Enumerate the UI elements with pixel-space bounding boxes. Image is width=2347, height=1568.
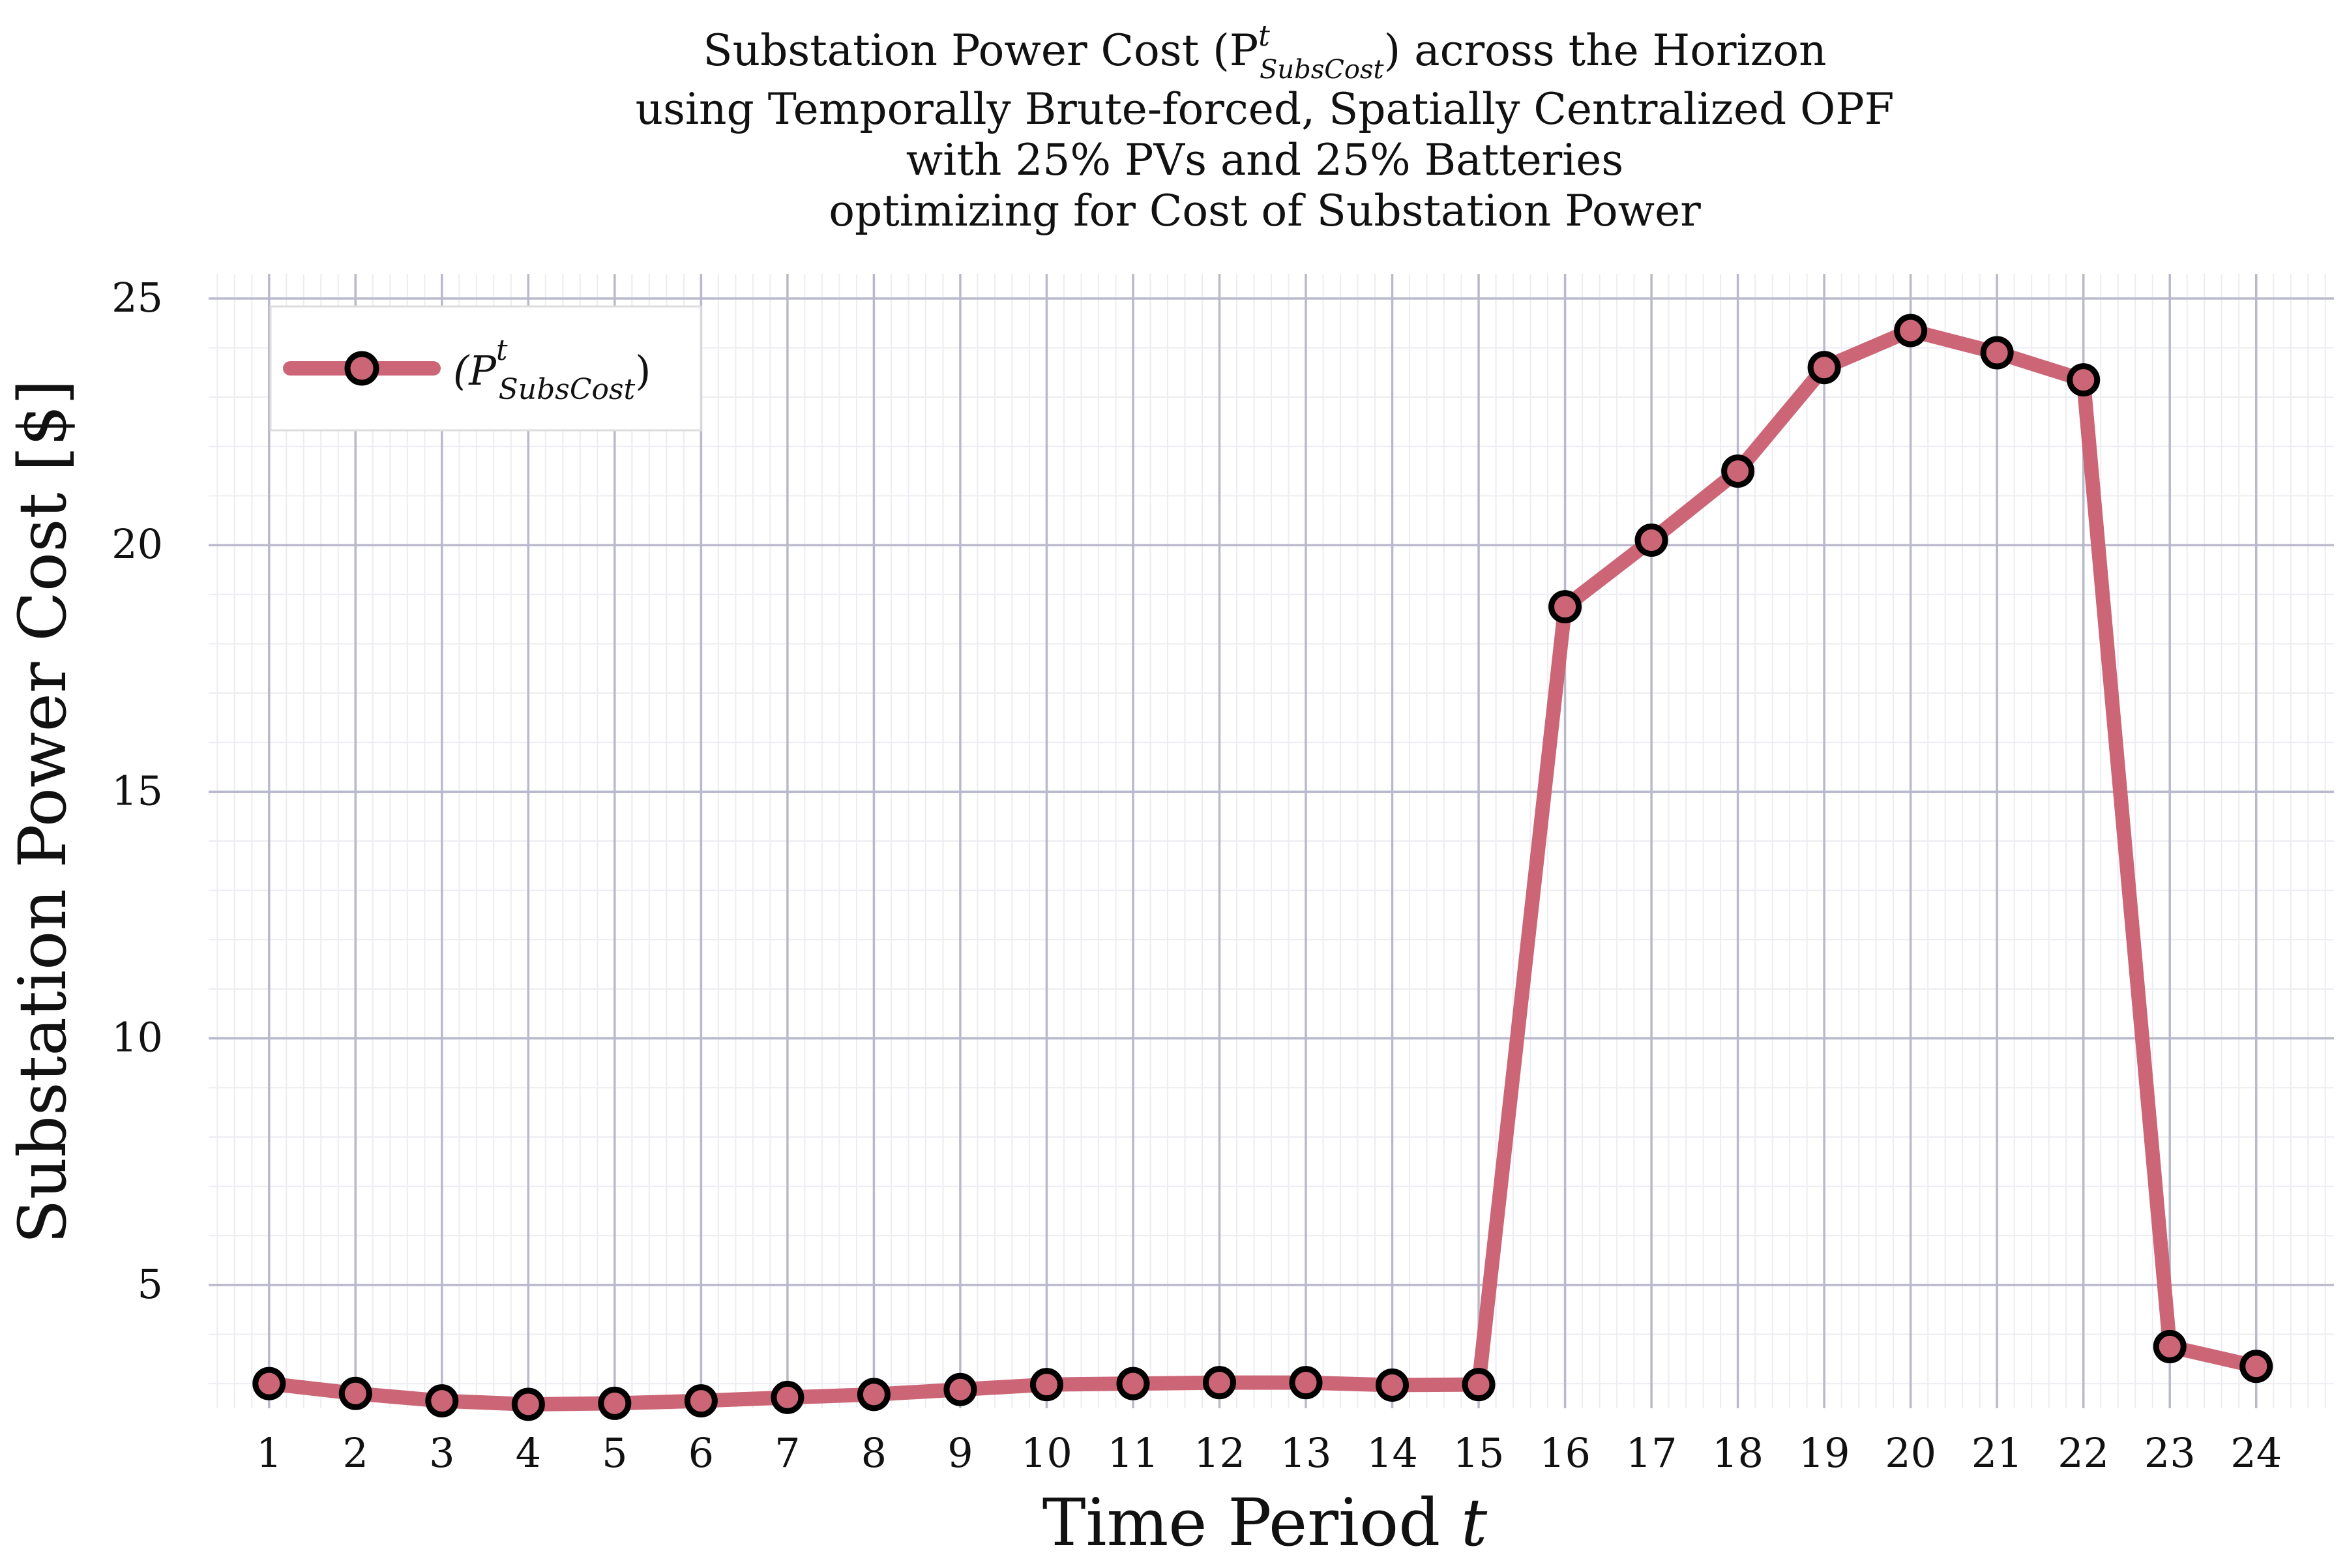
x-tick-label: 12: [1194, 1429, 1245, 1477]
x-tick-label: 5: [602, 1429, 627, 1477]
data-point: [1202, 1366, 1236, 1400]
x-tick-label: 18: [1712, 1429, 1764, 1477]
y-tick-label: 10: [111, 1014, 163, 1061]
title-line-3: with 25% PVs and 25% Batteries: [906, 135, 1624, 185]
data-point: [1548, 590, 1582, 624]
x-tick-label: 15: [1453, 1429, 1505, 1477]
title-line-4: optimizing for Cost of Substation Power: [829, 186, 1701, 236]
title-line-2: using Temporally Brute-forced, Spatially…: [636, 84, 1895, 134]
x-tick-label: 24: [2230, 1429, 2282, 1477]
data-point: [684, 1384, 718, 1418]
series-layer: [252, 314, 2273, 1421]
y-axis-ticks: 5 10 15 20 25: [111, 274, 163, 1308]
legend-sub: SubsCost: [499, 373, 636, 406]
legend: (Pt SubsCost): [269, 305, 702, 432]
x-tick-label: 13: [1280, 1429, 1332, 1477]
legend-open: (P: [453, 347, 497, 394]
chart-title: Substation Power Cost (Pt SubsCost) acros…: [636, 20, 1895, 236]
data-point: [252, 1367, 286, 1400]
data-point: [2067, 363, 2101, 397]
legend-marker-sample: [344, 351, 379, 386]
title-symbol-sup: t: [1258, 20, 1270, 53]
data-point: [1116, 1367, 1150, 1400]
x-tick-label: 9: [947, 1429, 973, 1477]
data-point: [1029, 1368, 1063, 1402]
x-tick-label: 16: [1539, 1429, 1591, 1477]
legend-label: (Pt SubsCost): [453, 334, 651, 406]
data-point: [2239, 1350, 2273, 1383]
y-tick-label: 15: [111, 767, 163, 814]
x-tick-label: 1: [256, 1429, 282, 1477]
data-point: [857, 1378, 891, 1412]
x-tick-label: 3: [429, 1429, 454, 1477]
x-tick-label: 20: [1885, 1429, 1936, 1477]
data-point: [338, 1376, 372, 1410]
x-tick-label: 21: [1971, 1429, 2023, 1477]
data-point: [1462, 1368, 1496, 1402]
x-tick-label: 19: [1799, 1429, 1850, 1477]
x-tick-label: 17: [1626, 1429, 1677, 1477]
data-point: [511, 1387, 545, 1421]
data-point: [1894, 314, 1928, 348]
data-point: [1289, 1366, 1323, 1400]
data-point: [598, 1386, 632, 1420]
y-tick-label: 25: [111, 274, 163, 321]
x-tick-label: 23: [2144, 1429, 2196, 1477]
x-tick-label: 14: [1366, 1429, 1418, 1477]
x-tick-label: 11: [1108, 1429, 1159, 1477]
data-point: [2153, 1329, 2187, 1363]
x-axis-ticks: 1 2 3 4 5 6 7 8 9 10 11 12 13 14 15 16 17 18 19 20 21 22 23 24: [256, 1429, 2282, 1477]
series-line: [261, 323, 2264, 1412]
title-line-1: Substation Power Cost (Pt SubsCost) acros…: [703, 20, 1826, 85]
x-tick-label: 7: [775, 1429, 800, 1477]
legend-sup: t: [496, 334, 508, 367]
title-symbol-sub: SubsCost: [1260, 55, 1385, 85]
x-axis-label: Time Period t: [1042, 1485, 1488, 1561]
data-point: [1376, 1368, 1410, 1402]
data-point: [1980, 336, 2014, 370]
data-point: [1807, 351, 1841, 385]
x-tick-label: 10: [1021, 1429, 1072, 1477]
x-tick-label: 2: [343, 1429, 368, 1477]
x-tick-label: 6: [688, 1429, 714, 1477]
y-tick-label: 20: [111, 520, 163, 568]
major-grid: [209, 274, 2334, 1408]
x-tick-label: 4: [516, 1429, 541, 1477]
y-axis-label: Substation Power Cost [$]: [5, 379, 81, 1244]
x-tick-label: 8: [861, 1429, 887, 1477]
legend-close: ): [635, 347, 651, 394]
data-point: [943, 1372, 977, 1406]
y-tick-label: 5: [138, 1260, 163, 1308]
data-point: [1721, 454, 1755, 488]
data-point: [425, 1384, 459, 1418]
data-point: [771, 1380, 804, 1414]
data-point: [1634, 524, 1668, 557]
x-tick-label: 22: [2058, 1429, 2109, 1477]
